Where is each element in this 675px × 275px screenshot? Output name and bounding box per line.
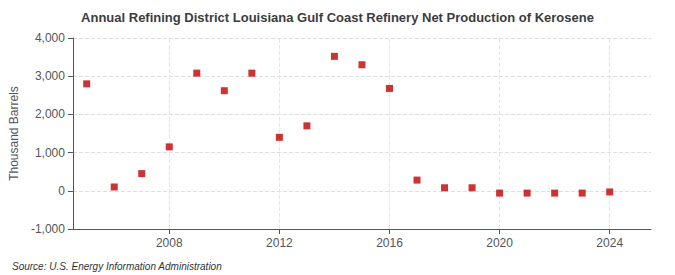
svg-text:2008: 2008 bbox=[156, 236, 183, 250]
svg-text:4,000: 4,000 bbox=[35, 31, 65, 45]
svg-text:Source: U.S. Energy Informatio: Source: U.S. Energy Information Administ… bbox=[12, 261, 222, 272]
svg-text:2016: 2016 bbox=[376, 236, 403, 250]
svg-text:2,000: 2,000 bbox=[35, 107, 65, 121]
svg-text:2020: 2020 bbox=[486, 236, 513, 250]
svg-text:3,000: 3,000 bbox=[35, 69, 65, 83]
svg-text:Annual Refining District Louis: Annual Refining District Louisiana Gulf … bbox=[81, 10, 594, 25]
svg-text:Thousand Barrels: Thousand Barrels bbox=[7, 86, 21, 181]
svg-text:0: 0 bbox=[58, 184, 65, 198]
svg-text:2012: 2012 bbox=[266, 236, 293, 250]
svg-text:-1,000: -1,000 bbox=[31, 222, 65, 236]
svg-text:2024: 2024 bbox=[596, 236, 623, 250]
svg-text:1,000: 1,000 bbox=[35, 146, 65, 160]
